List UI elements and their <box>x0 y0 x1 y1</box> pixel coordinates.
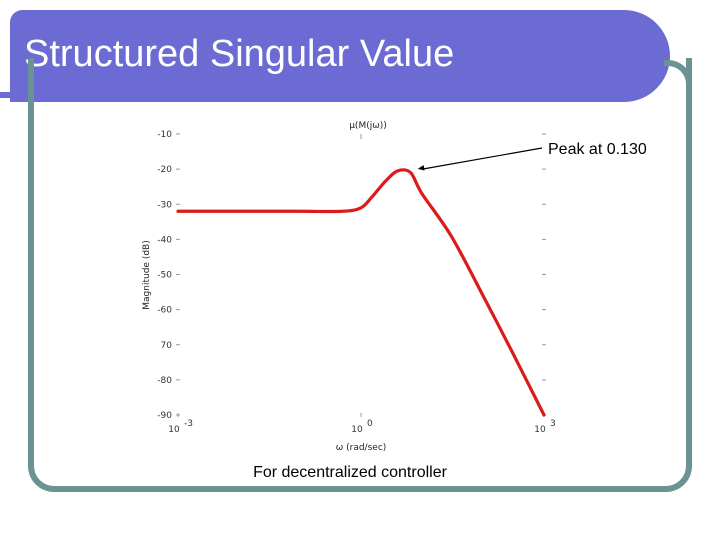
y-tick-label: -30 <box>157 200 172 210</box>
y-tick-label: -50 <box>157 271 172 281</box>
curve-layer <box>176 168 546 417</box>
x-ticks: 10 -3 10 0 10 3 <box>168 134 556 435</box>
annotation-arrow-head <box>417 165 425 171</box>
chart-title: μ(M(jω)) <box>349 121 387 131</box>
y-tick-label: -90 <box>157 411 172 421</box>
slide-frame-corner <box>664 60 692 116</box>
slide-title: Structured Singular Value <box>24 33 455 75</box>
x-tick-exponent: 3 <box>550 419 556 429</box>
x-tick-label: 10 <box>534 425 546 435</box>
mu-curve <box>176 168 546 417</box>
y-axis-label: Magnitude (dB) <box>142 240 152 309</box>
y-tick-label: -40 <box>157 235 172 245</box>
y-tick-label: -10 <box>157 130 172 140</box>
annotation-arrow-line <box>423 147 543 170</box>
x-tick-exponent: 0 <box>367 419 373 429</box>
chart-caption: For decentralized controller <box>253 464 448 481</box>
y-tick-label: -80 <box>157 376 172 386</box>
y-ticks: -10 -20 -30 -40 -50 -60 70 -80 -90 <box>157 130 546 421</box>
x-tick-label: 10 <box>168 425 180 435</box>
y-tick-label: -60 <box>157 306 172 316</box>
y-tick-label: 70 <box>161 341 173 351</box>
annotation-label: Peak at 0.130 <box>548 141 647 158</box>
x-tick-label: 10 <box>351 425 363 435</box>
annotation-layer: Peak at 0.130 <box>417 141 647 171</box>
slide-frame <box>28 58 692 492</box>
title-underline <box>0 92 640 98</box>
x-axis-label: ω (rad/sec) <box>336 443 387 453</box>
y-tick-label: -20 <box>157 165 172 175</box>
x-tick-exponent: -3 <box>184 419 193 429</box>
title-bar <box>10 10 670 102</box>
